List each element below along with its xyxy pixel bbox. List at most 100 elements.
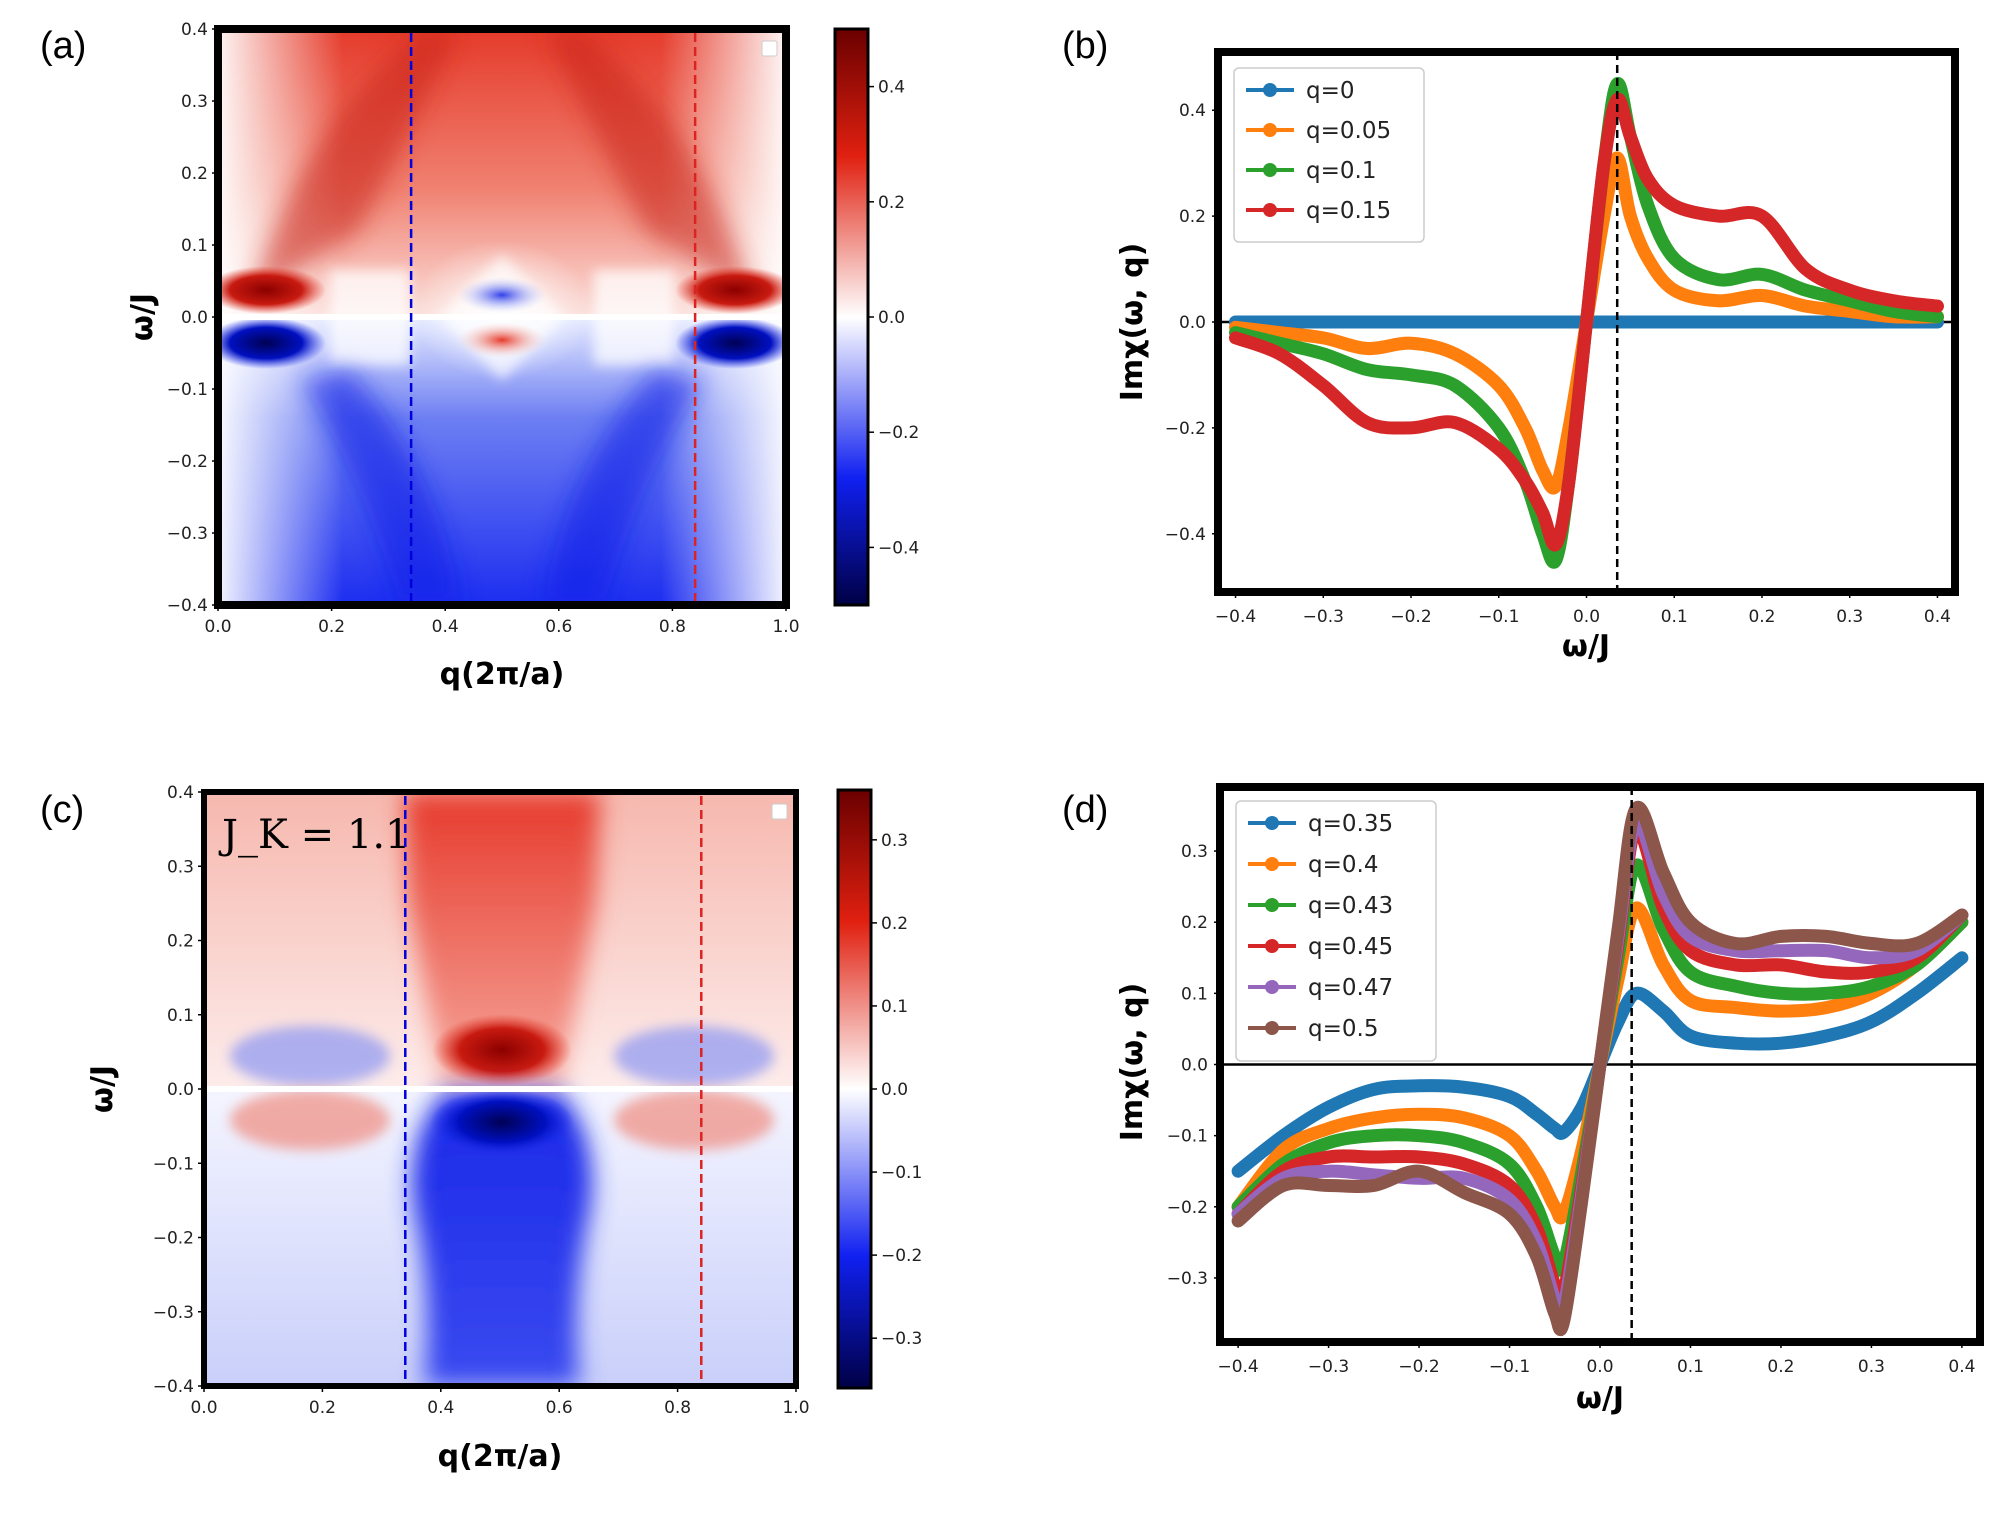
y-tick-label: −0.2 bbox=[167, 452, 208, 472]
y-tick-label: −0.1 bbox=[1167, 1127, 1208, 1147]
colorbar-tick-label: −0.2 bbox=[878, 423, 919, 443]
annotation-jk: J_K = 1.1 bbox=[218, 812, 410, 858]
ylabel-d: Imχ(ω, q) bbox=[1115, 983, 1150, 1142]
xlabel-d: ω/J bbox=[1576, 1381, 1624, 1416]
panel-label-c: (c) bbox=[40, 789, 84, 831]
x-tick-label: 0.4 bbox=[1924, 607, 1951, 627]
x-tick-label: 0.1 bbox=[1677, 1357, 1704, 1377]
legend-label: q=0.5 bbox=[1308, 1016, 1378, 1042]
x-tick-label: 0.6 bbox=[546, 1398, 573, 1418]
colorbar-tick-label: 0.2 bbox=[881, 914, 908, 934]
line-plot-d: −0.4 −0.3 −0.2 −0.1 0.0 0.1 0.2 0.3 0.4 0.3 0.2 0.1… bbox=[1167, 787, 1980, 1377]
x-tick-label: 0.3 bbox=[1858, 1357, 1885, 1377]
legend-label: q=0.4 bbox=[1308, 852, 1378, 878]
y-tick-label: 0.3 bbox=[1181, 842, 1208, 862]
y-tick-label: −0.4 bbox=[167, 596, 208, 616]
colorbar-tick-label: 0.0 bbox=[878, 308, 905, 328]
xlabel-b: ω/J bbox=[1562, 629, 1610, 664]
colorbar-tick-label: −0.1 bbox=[881, 1163, 922, 1183]
series-line bbox=[1231, 800, 1969, 1337]
y-tick-label: 0.2 bbox=[181, 164, 208, 184]
y-tick-label: 0.3 bbox=[167, 857, 194, 877]
y-tick-label: 0.1 bbox=[181, 236, 208, 256]
legend-marker bbox=[1263, 163, 1277, 177]
colorbar-tick-label: −0.4 bbox=[878, 538, 919, 558]
legend-marker bbox=[1263, 123, 1277, 137]
legend-label: q=0.47 bbox=[1308, 975, 1393, 1001]
legend-marker bbox=[1265, 816, 1279, 830]
y-tick-label: −0.2 bbox=[1167, 1198, 1208, 1218]
colorbar-tick-label: 0.3 bbox=[881, 831, 908, 851]
x-tick-label: −0.1 bbox=[1478, 607, 1519, 627]
x-tick-label: −0.4 bbox=[1217, 1357, 1258, 1377]
y-tick-label: 0.2 bbox=[1179, 207, 1206, 227]
y-tick-label: −0.3 bbox=[153, 1303, 194, 1323]
x-tick-label: −0.3 bbox=[1303, 607, 1344, 627]
y-tick-label: −0.3 bbox=[167, 524, 208, 544]
xlabel-a: q(2π/a) bbox=[440, 657, 565, 692]
x-tick-label: 0.4 bbox=[432, 617, 459, 637]
empty-legend-box bbox=[771, 803, 788, 820]
y-tick-label: 0.4 bbox=[167, 783, 194, 803]
y-tick-label: −0.2 bbox=[1165, 419, 1206, 439]
frame-b bbox=[1214, 48, 1959, 596]
legend-marker bbox=[1265, 939, 1279, 953]
x-tick-label: −0.2 bbox=[1398, 1357, 1439, 1377]
x-tick-label: 0.0 bbox=[204, 617, 231, 637]
x-tick-label: 0.0 bbox=[190, 1398, 217, 1418]
y-tick-label: 0.0 bbox=[1179, 313, 1206, 333]
legend-label: q=0.05 bbox=[1306, 118, 1391, 144]
y-tick-label: −0.4 bbox=[1165, 525, 1206, 545]
axis-ticks-c: 0.0 0.2 0.4 0.6 0.8 1.0 0.4 0.3 0.2 0.1 0.0 −0.1 −0.… bbox=[153, 783, 810, 1418]
x-tick-label: 0.4 bbox=[1948, 1357, 1975, 1377]
line-plot-b: −0.4 −0.3 −0.2 −0.1 0.0 0.1 0.2 0.3 0.4 0.4 0.2 0.0… bbox=[1165, 52, 1955, 627]
legend-label: q=0.35 bbox=[1308, 811, 1393, 837]
colorbar-tick-label: −0.2 bbox=[881, 1246, 922, 1266]
y-tick-label: −0.1 bbox=[167, 380, 208, 400]
y-tick-label: 0.1 bbox=[167, 1006, 194, 1026]
x-tick-label: 0.2 bbox=[1748, 607, 1775, 627]
legend-marker bbox=[1263, 203, 1277, 217]
frame-d bbox=[1216, 783, 1984, 1346]
x-tick-label: 0.3 bbox=[1836, 607, 1863, 627]
legend-label: q=0.45 bbox=[1308, 934, 1393, 960]
colorbar-c: 0.3 0.2 0.1 0.0 −0.1 −0.2 −0.3 bbox=[836, 788, 922, 1390]
legend-marker bbox=[1265, 898, 1279, 912]
y-tick-label: −0.4 bbox=[153, 1377, 194, 1397]
legend-marker bbox=[1265, 1021, 1279, 1035]
heatmap-a bbox=[218, 29, 786, 605]
y-tick-label: 0.2 bbox=[1181, 913, 1208, 933]
panel-label-b: (b) bbox=[1062, 25, 1108, 67]
legend-marker bbox=[1265, 857, 1279, 871]
colorbar-tick-label: −0.3 bbox=[881, 1329, 922, 1349]
legend-label: q=0.1 bbox=[1306, 158, 1376, 184]
x-tick-label: 0.8 bbox=[659, 617, 686, 637]
legend-label: q=0 bbox=[1306, 78, 1355, 104]
axis-ticks-a: 0.0 0.2 0.4 0.6 0.8 1.0 0.4 0.3 0.2 0.1 0.0 −0.1 −0.… bbox=[167, 20, 800, 637]
x-tick-label: 1.0 bbox=[772, 617, 799, 637]
colorbar-tick-label: 0.4 bbox=[878, 78, 905, 98]
heatmap-c bbox=[204, 792, 796, 1386]
y-tick-label: 0.2 bbox=[167, 932, 194, 952]
x-tick-label: 0.0 bbox=[1573, 607, 1600, 627]
panel-label-d: (d) bbox=[1062, 789, 1108, 831]
panel-label-a: (a) bbox=[40, 25, 86, 67]
y-tick-label: 0.0 bbox=[1181, 1056, 1208, 1076]
y-tick-label: 0.0 bbox=[181, 308, 208, 328]
y-tick-label: −0.2 bbox=[153, 1229, 194, 1249]
x-tick-label: −0.4 bbox=[1215, 607, 1256, 627]
y-tick-label: 0.4 bbox=[1179, 101, 1206, 121]
y-tick-label: −0.1 bbox=[153, 1154, 194, 1174]
x-tick-label: 0.4 bbox=[427, 1398, 454, 1418]
colorbar-a: 0.4 0.2 0.0 −0.2 −0.4 bbox=[833, 27, 919, 607]
colorbar-tick-label: 0.2 bbox=[878, 193, 905, 213]
y-tick-label: 0.3 bbox=[181, 92, 208, 112]
ylabel-b: Imχ(ω, q) bbox=[1115, 243, 1150, 402]
empty-legend-box bbox=[761, 40, 778, 57]
legend-label: q=0.43 bbox=[1308, 893, 1393, 919]
ylabel-a: ω/J bbox=[125, 293, 160, 341]
x-tick-label: 0.6 bbox=[545, 617, 572, 637]
legend-marker bbox=[1265, 980, 1279, 994]
legend-label: q=0.15 bbox=[1306, 198, 1391, 224]
legend-frame bbox=[1233, 67, 1425, 243]
